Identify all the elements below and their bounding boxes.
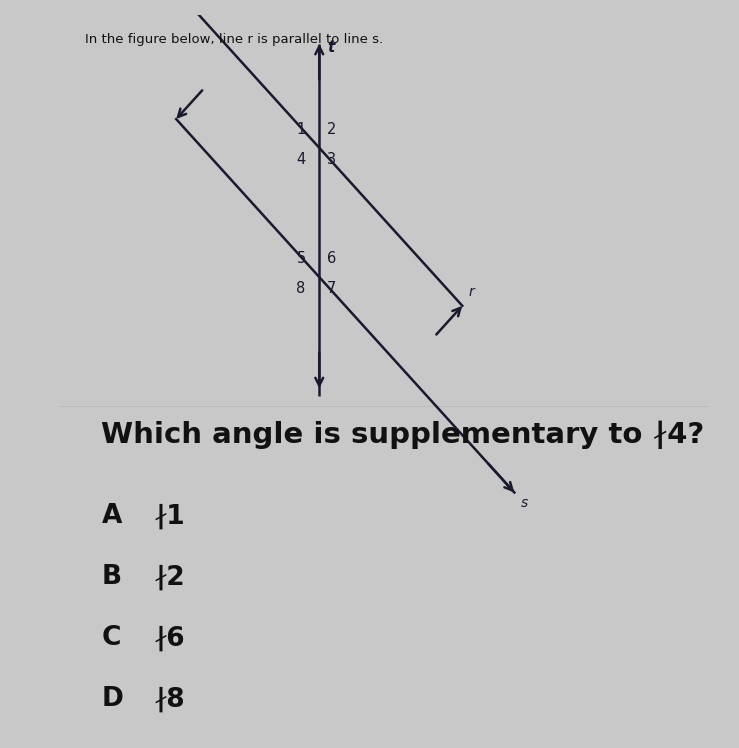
Text: 7: 7 (327, 281, 336, 296)
Text: r: r (469, 284, 474, 298)
Text: B: B (101, 564, 121, 590)
Text: 6: 6 (327, 251, 336, 266)
Text: 3: 3 (327, 152, 336, 167)
Text: 5: 5 (296, 251, 306, 266)
Text: In the figure below, line r is parallel to line s.: In the figure below, line r is parallel … (85, 33, 384, 46)
Text: ∤1: ∤1 (154, 503, 185, 530)
Text: 2: 2 (327, 122, 336, 137)
Text: t: t (327, 40, 335, 55)
Text: D: D (101, 687, 123, 712)
Text: ∤8: ∤8 (154, 687, 185, 712)
Text: A: A (101, 503, 122, 530)
Text: 4: 4 (296, 152, 306, 167)
Text: 8: 8 (296, 281, 306, 296)
Text: s: s (521, 496, 528, 510)
Text: 1: 1 (296, 122, 306, 137)
Text: Which angle is supplementary to ∤4?: Which angle is supplementary to ∤4? (101, 420, 705, 449)
Text: ∤6: ∤6 (154, 625, 185, 652)
Text: ∤2: ∤2 (154, 564, 185, 590)
Text: C: C (101, 625, 120, 652)
